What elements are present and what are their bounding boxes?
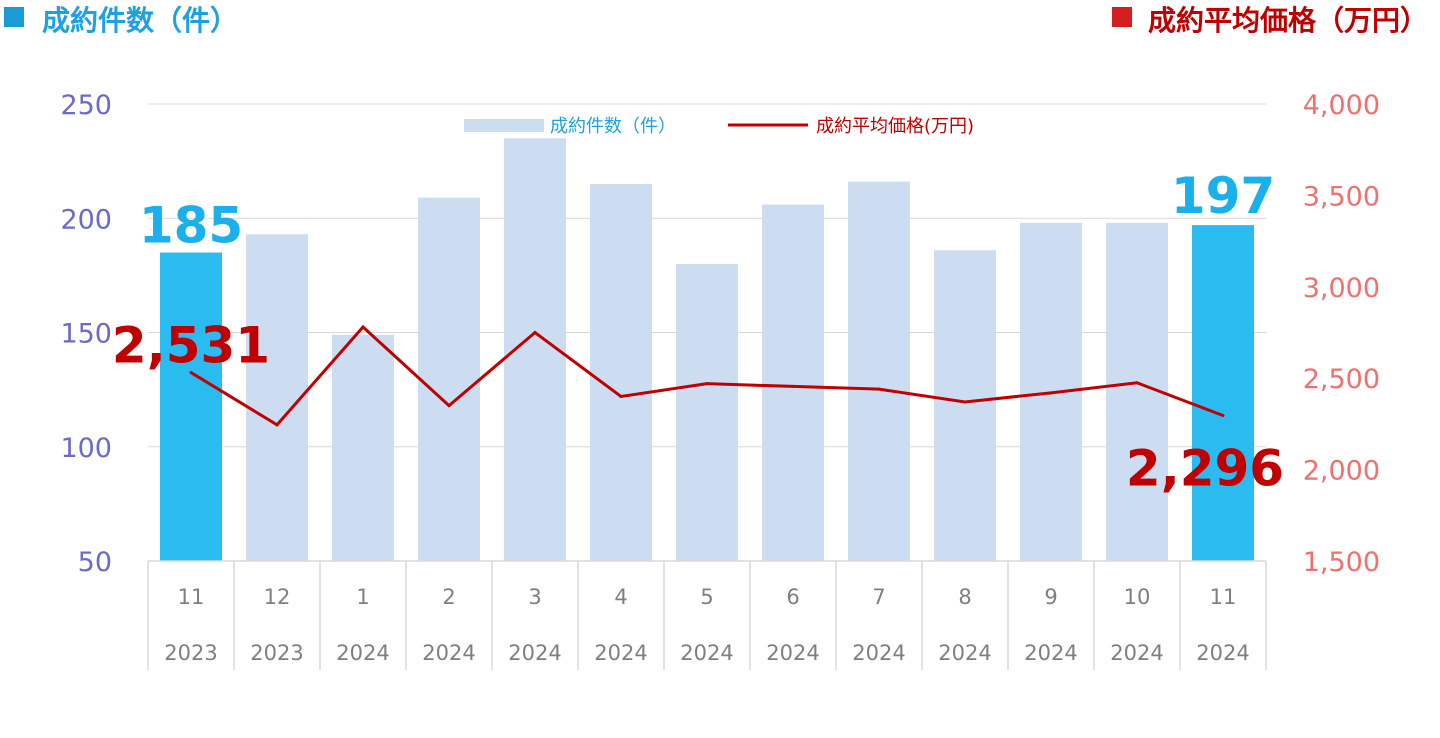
category-month-label: 12 — [264, 585, 291, 609]
category-year-label: 2024 — [1196, 641, 1249, 665]
bar — [246, 234, 308, 561]
line-point — [275, 423, 279, 427]
bar — [676, 263, 738, 561]
legend: 成約件数（件） 成約平均価格(万円) — [464, 116, 974, 137]
bar — [332, 334, 394, 561]
line-point — [361, 325, 365, 329]
line-point — [963, 400, 967, 404]
left-title-marker — [4, 7, 24, 27]
first-bar-value-label: 185 — [139, 197, 243, 255]
category-year-label: 2024 — [766, 641, 819, 665]
right-axis-tick-label: 3,500 — [1303, 181, 1380, 212]
left-axis-tick-label: 100 — [60, 433, 112, 464]
line-point — [877, 387, 881, 391]
category-year-label: 2024 — [336, 641, 389, 665]
category-month-label: 10 — [1124, 585, 1151, 609]
category-year-label: 2024 — [594, 641, 647, 665]
category-year-label: 2024 — [508, 641, 561, 665]
line-point — [1049, 391, 1053, 395]
legend-bar-swatch — [464, 119, 544, 132]
category-year-label: 2024 — [680, 641, 733, 665]
line-series — [189, 324, 1225, 427]
right-axis-tick-label: 2,500 — [1303, 364, 1380, 395]
right-axis-tick-label: 2,000 — [1303, 456, 1380, 487]
data-labels: 185 197 2,531 2,296 — [112, 167, 1284, 497]
category-month-label: 3 — [528, 585, 541, 609]
line-point — [619, 394, 623, 398]
bar — [934, 250, 996, 562]
line-point — [1135, 381, 1139, 385]
category-year-label: 2023 — [164, 641, 217, 665]
category-month-label: 2 — [442, 585, 455, 609]
bar — [762, 204, 824, 562]
last-line-value-label: 2,296 — [1126, 439, 1284, 497]
category-year-label: 2024 — [422, 641, 475, 665]
legend-bar-label: 成約件数（件） — [550, 116, 676, 137]
left-axis-title: 成約件数（件） — [42, 4, 238, 37]
category-month-label: 7 — [872, 585, 885, 609]
category-year-label: 2024 — [1110, 641, 1163, 665]
category-year-label: 2023 — [250, 641, 303, 665]
right-axis-tick-label: 3,000 — [1303, 273, 1380, 304]
line-point — [447, 404, 451, 408]
left-axis-tick-label: 250 — [60, 90, 112, 121]
first-line-value-label: 2,531 — [112, 317, 270, 375]
bar — [160, 252, 222, 561]
line-point — [791, 384, 795, 388]
right-axis-tick-label: 4,000 — [1303, 90, 1380, 121]
category-month-label: 8 — [958, 585, 971, 609]
bar — [590, 183, 652, 561]
right-title-marker — [1112, 7, 1132, 27]
category-month-label: 5 — [700, 585, 713, 609]
legend-line-label: 成約平均価格(万円) — [816, 116, 974, 137]
bar-series — [160, 138, 1254, 562]
right-axis-title: 成約平均価格（万円） — [1148, 4, 1428, 37]
left-axis-tick-label: 150 — [60, 319, 112, 350]
line-point — [189, 371, 193, 375]
bar — [418, 197, 480, 561]
category-month-label: 4 — [614, 585, 627, 609]
category-month-label: 1 — [356, 585, 369, 609]
category-year-label: 2024 — [852, 641, 905, 665]
line-point — [705, 382, 709, 386]
line-point — [533, 331, 537, 334]
category-month-label: 6 — [786, 585, 799, 609]
left-axis-tick-label: 50 — [78, 547, 112, 578]
last-bar-value-label: 197 — [1171, 167, 1275, 225]
line-point — [1221, 413, 1225, 417]
category-month-label: 11 — [178, 585, 205, 609]
category-year-label: 2024 — [938, 641, 991, 665]
bar — [848, 181, 910, 561]
category-year-label: 2024 — [1024, 641, 1077, 665]
bar — [1192, 225, 1254, 562]
category-month-label: 9 — [1044, 585, 1057, 609]
category-month-label: 11 — [1210, 585, 1237, 609]
axes: 250 200 150 100 50 4,000 3,500 3,000 2,500 2,000 1… — [60, 90, 1380, 670]
left-axis-tick-label: 200 — [60, 204, 112, 235]
right-axis-tick-label: 1,500 — [1303, 547, 1380, 578]
